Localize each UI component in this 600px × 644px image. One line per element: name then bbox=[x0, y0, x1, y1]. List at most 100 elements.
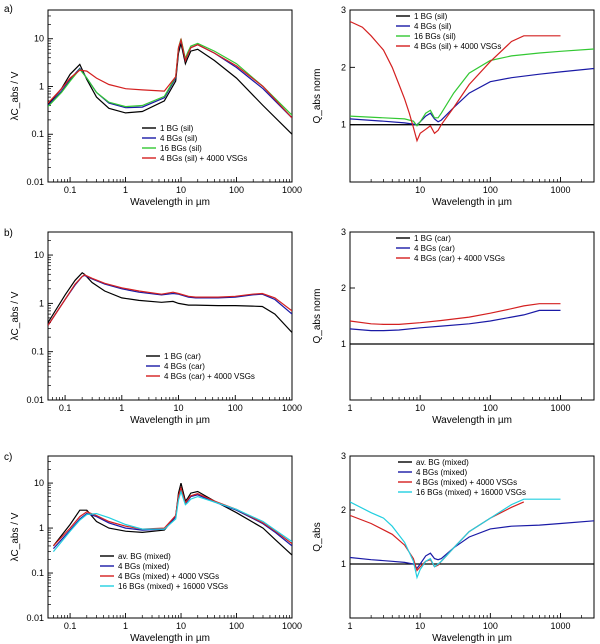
y-tick-label: 1 bbox=[341, 559, 346, 569]
x-axis-label: Wavelength in µm bbox=[130, 633, 210, 644]
legend-label: 16 BGs (sil) bbox=[414, 32, 456, 41]
y-tick-label: 10 bbox=[34, 250, 44, 260]
x-tick-label: 10 bbox=[415, 403, 425, 413]
y-tick-label: 1 bbox=[39, 298, 44, 308]
y-tick-label: 2 bbox=[341, 505, 346, 515]
chart-b_left: 0.1 1 10 100 1000 0.01 0.1 1 10 Wavelength in µm λ… bbox=[10, 231, 302, 426]
y-tick-label: 3 bbox=[341, 451, 346, 461]
plot-frame bbox=[47, 455, 293, 619]
x-tick-label: 1000 bbox=[551, 185, 571, 195]
y-tick-label: 1 bbox=[341, 120, 346, 130]
y-tick-label: 2 bbox=[341, 62, 346, 72]
x-axis-label: Wavelength in µm bbox=[432, 415, 512, 426]
x-tick-label: 10 bbox=[176, 621, 186, 631]
y-tick-label: 0.01 bbox=[26, 177, 44, 187]
x-tick-label: 10 bbox=[174, 403, 184, 413]
chart-b_right: 1 10 100 1000 1 2 3 Wavelength in µm Q_abs norm 1… bbox=[312, 227, 595, 426]
legend-label: 4 BGs (mixed) + 4000 VSGs bbox=[118, 572, 219, 581]
y-tick-label: 0.1 bbox=[31, 129, 44, 139]
plot-frame bbox=[47, 9, 293, 183]
legend-label: 4 BGs (sil) + 4000 VSGs bbox=[160, 154, 247, 163]
legend-label: 4 BGs (car) + 4000 VSGs bbox=[414, 254, 505, 263]
x-tick-label: 100 bbox=[483, 185, 498, 195]
y-axis-label: Q_abs norm bbox=[312, 288, 323, 343]
x-axis-label: Wavelength in µm bbox=[130, 197, 210, 208]
x-tick-label: 1 bbox=[347, 403, 352, 413]
y-tick-label: 1 bbox=[39, 523, 44, 533]
series-line-2 bbox=[48, 38, 292, 116]
plot-frame bbox=[349, 9, 595, 183]
legend-label: 4 BGs (mixed) bbox=[118, 562, 169, 571]
series-line-3 bbox=[350, 20, 561, 143]
legend-label: 4 BGs (car) + 4000 VSGs bbox=[164, 372, 255, 381]
panel-label-a: a) bbox=[4, 4, 13, 15]
series-line-3 bbox=[48, 37, 292, 119]
legend-label: 16 BGs (mixed) + 16000 VSGs bbox=[416, 488, 526, 497]
legend-label: 4 BGs (mixed) bbox=[416, 468, 467, 477]
y-axis-label: λC_abs / V bbox=[10, 512, 21, 561]
series-line-1 bbox=[350, 520, 594, 570]
series-line-2 bbox=[48, 274, 292, 326]
series-line-2 bbox=[52, 485, 292, 547]
chart-a_left: 0.1 1 10 100 1000 0.01 0.1 1 10 Wavelength in µm λ… bbox=[10, 9, 302, 208]
legend-label: 1 BG (sil) bbox=[414, 12, 448, 21]
plot-frame bbox=[349, 231, 595, 401]
x-tick-label: 1000 bbox=[551, 403, 571, 413]
y-tick-label: 2 bbox=[341, 283, 346, 293]
series-line-1 bbox=[48, 274, 292, 326]
series-line-2 bbox=[350, 303, 561, 325]
x-tick-label: 10 bbox=[176, 185, 186, 195]
y-tick-label: 1 bbox=[341, 339, 346, 349]
series-line-3 bbox=[52, 489, 292, 552]
x-tick-label: 0.1 bbox=[64, 621, 77, 631]
chart-a_right: 10 100 1000 1 2 3 Wavelength in µm Q_abs norm 1 … bbox=[312, 5, 595, 208]
x-tick-label: 1 bbox=[347, 621, 352, 631]
series-line-0 bbox=[48, 272, 292, 333]
x-tick-label: 10 bbox=[415, 185, 425, 195]
series-line-0 bbox=[48, 43, 292, 135]
x-tick-label: 1000 bbox=[282, 621, 302, 631]
x-tick-label: 100 bbox=[229, 621, 244, 631]
series-line-1 bbox=[48, 39, 292, 119]
legend-label: av. BG (mixed) bbox=[118, 552, 171, 561]
legend-label: 4 BGs (sil) bbox=[160, 134, 198, 143]
x-tick-label: 10 bbox=[415, 621, 425, 631]
legend-label: 4 BGs (sil) bbox=[414, 22, 452, 31]
legend-label: av. BG (mixed) bbox=[416, 458, 469, 467]
x-tick-label: 1000 bbox=[282, 185, 302, 195]
series-line-1 bbox=[350, 67, 594, 126]
y-axis-label: λC_abs / V bbox=[10, 291, 21, 340]
series-line-3 bbox=[350, 498, 561, 580]
panel-label-c: c) bbox=[4, 452, 12, 463]
legend-label: 4 BGs (sil) + 4000 VSGs bbox=[414, 42, 501, 51]
x-axis-label: Wavelength in µm bbox=[130, 415, 210, 426]
legend-label: 16 BGs (mixed) + 16000 VSGs bbox=[118, 582, 228, 591]
x-tick-label: 100 bbox=[228, 403, 243, 413]
y-tick-label: 0.1 bbox=[31, 568, 44, 578]
series-line-1 bbox=[350, 309, 561, 332]
legend-label: 1 BG (car) bbox=[164, 352, 201, 361]
panel-label-b: b) bbox=[4, 228, 13, 239]
y-tick-label: 3 bbox=[341, 227, 346, 237]
plot-frame bbox=[349, 455, 595, 619]
x-tick-label: 0.1 bbox=[59, 403, 72, 413]
legend-label: 4 BGs (mixed) + 4000 VSGs bbox=[416, 478, 517, 487]
legend-label: 4 BGs (car) bbox=[164, 362, 205, 371]
y-axis-label: λC_abs / V bbox=[10, 71, 21, 120]
x-axis-label: Wavelength in µm bbox=[432, 197, 512, 208]
x-tick-label: 1 bbox=[119, 403, 124, 413]
x-tick-label: 100 bbox=[483, 621, 498, 631]
y-axis-label: Q_abs norm bbox=[312, 68, 323, 123]
legend-label: 16 BGs (sil) bbox=[160, 144, 202, 153]
x-tick-label: 1 bbox=[123, 185, 128, 195]
x-tick-label: 100 bbox=[229, 185, 244, 195]
chart-c_left: 0.1 1 10 100 1000 0.01 0.1 1 10 Wavelength in µm λ… bbox=[10, 455, 302, 644]
series-line-2 bbox=[350, 48, 594, 127]
y-tick-label: 3 bbox=[341, 5, 346, 15]
y-axis-label: Q_abs bbox=[312, 522, 323, 551]
y-tick-label: 0.01 bbox=[26, 613, 44, 623]
x-tick-label: 0.1 bbox=[64, 185, 77, 195]
chart-c_right: 1 10 100 1000 1 2 3 Wavelength in µm Q_abs av. BG… bbox=[312, 451, 595, 644]
legend-label: 1 BG (sil) bbox=[160, 124, 194, 133]
